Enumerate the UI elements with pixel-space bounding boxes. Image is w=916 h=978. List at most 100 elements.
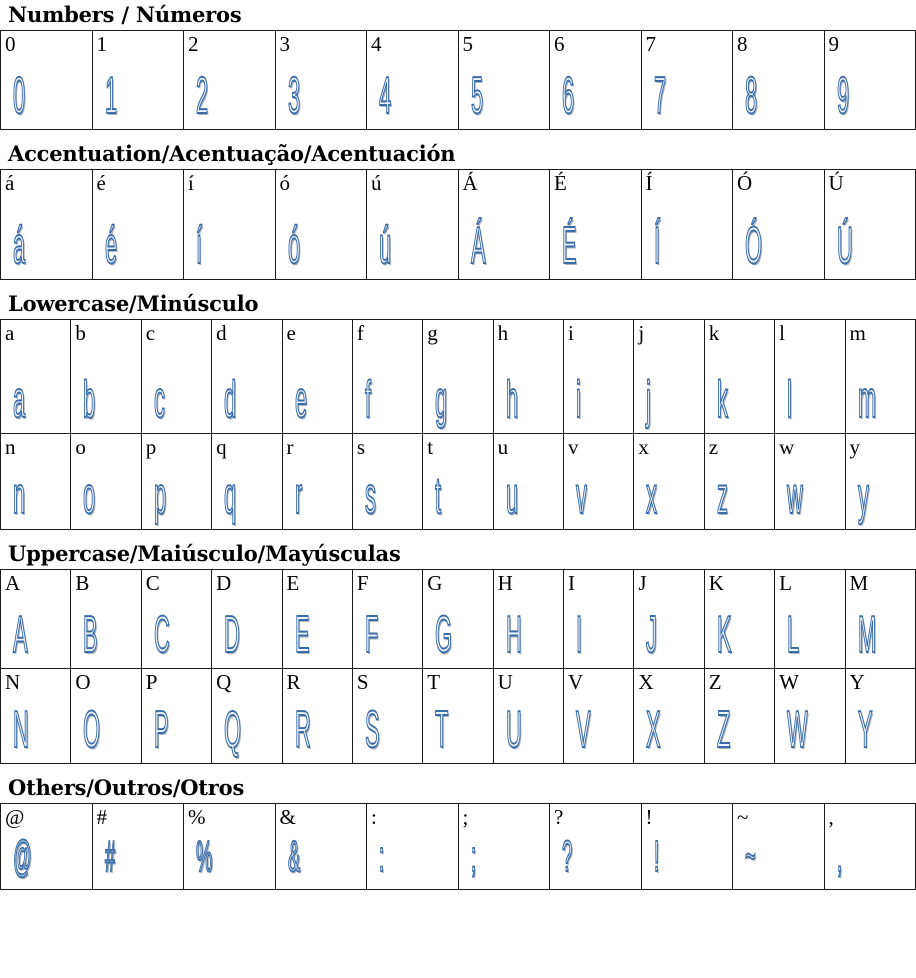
specimen-section-uppercase: Uppercase/Maiúsculo/Mayúsculas A A B B C C D D E E… bbox=[0, 542, 916, 764]
specimen-section-numbers: Numbers / Números 0 0 1 1 2 2 3 3 4 4 5 5 6 6 7 7 8 8 9 9 bbox=[0, 3, 916, 130]
glyph-specimen: o bbox=[83, 467, 96, 525]
glyph-label: s bbox=[356, 435, 366, 459]
glyph-specimen: ~ bbox=[745, 832, 757, 881]
section-title: Others/Outros/Otros bbox=[8, 775, 245, 800]
glyph-specimen: á bbox=[13, 217, 26, 275]
glyph-specimen: D bbox=[224, 606, 241, 664]
glyph-label: p bbox=[145, 435, 157, 459]
glyph-label: É bbox=[554, 171, 567, 195]
glyph-specimen: N bbox=[13, 701, 30, 759]
glyph-cell: ,, bbox=[823, 803, 916, 890]
glyph-specimen: % bbox=[196, 832, 213, 881]
glyph-specimen: v bbox=[576, 467, 588, 525]
glyph-label: 5 bbox=[462, 32, 474, 56]
glyph-label: u bbox=[497, 435, 509, 459]
glyph-label: 3 bbox=[279, 32, 291, 56]
glyph-specimen: # bbox=[104, 832, 115, 881]
glyph-label: 9 bbox=[828, 32, 840, 56]
glyph-label: : bbox=[371, 805, 377, 829]
font-specimen-sheet: Numbers / Números 0 0 1 1 2 2 3 3 4 4 5 5 6 6 7 7 8 8 9 9 Acc… bbox=[0, 3, 916, 890]
glyph-label: á bbox=[5, 171, 15, 195]
glyph-label: n bbox=[5, 435, 16, 459]
glyph-label: 8 bbox=[737, 32, 748, 56]
glyph-label: g bbox=[427, 321, 438, 345]
glyph-label: B bbox=[75, 571, 90, 595]
glyph-label: X bbox=[638, 670, 654, 694]
glyph-specimen: W bbox=[787, 701, 808, 759]
glyph-specimen: g bbox=[435, 371, 448, 429]
specimen-section-lowercase: Lowercase/Minúsculo a a b b c c d d e e f f g g h h i i j j k… bbox=[0, 292, 916, 530]
glyph-specimen: ! bbox=[653, 832, 659, 881]
glyph-specimen: A bbox=[13, 606, 28, 664]
glyph-specimen: X bbox=[646, 701, 661, 759]
glyph-specimen: P bbox=[153, 701, 169, 759]
glyph-specimen: U bbox=[505, 701, 522, 759]
glyph-label: w bbox=[779, 435, 795, 459]
glyph-label: L bbox=[779, 571, 792, 595]
glyph-label: 4 bbox=[371, 32, 382, 56]
glyph-specimen: 0 bbox=[13, 67, 26, 125]
glyph-specimen: j bbox=[646, 371, 652, 429]
specimen-section-others: Others/Outros/Otros @ @ # #%% & &::;;??!! ~ ~,, bbox=[0, 776, 916, 890]
glyph-label: 6 bbox=[554, 32, 565, 56]
glyph-specimen: L bbox=[787, 606, 800, 664]
glyph-specimen: R bbox=[294, 701, 311, 759]
section-title: Uppercase/Maiúsculo/Mayúsculas bbox=[8, 541, 401, 566]
glyph-specimen: O bbox=[83, 701, 101, 759]
glyph-specimen: Í bbox=[653, 217, 660, 275]
glyph-specimen: u bbox=[505, 467, 518, 525]
glyph-label: í bbox=[188, 171, 194, 195]
glyph-cell: ;; bbox=[457, 803, 550, 890]
glyph-label: # bbox=[96, 805, 108, 829]
glyph-specimen: 6 bbox=[562, 67, 575, 125]
glyph-label: S bbox=[356, 670, 369, 694]
glyph-label: j bbox=[638, 321, 645, 345]
glyph-label: v bbox=[568, 435, 579, 459]
glyph-specimen: ? bbox=[562, 832, 573, 881]
glyph-specimen: d bbox=[224, 371, 237, 429]
glyph-label: Y bbox=[849, 670, 865, 694]
glyph-label: i bbox=[568, 321, 574, 345]
glyph-specimen: h bbox=[505, 371, 518, 429]
glyph-label: M bbox=[849, 571, 869, 595]
specimen-section-accentuation: Accentuation/Acentuação/Acentuación á á é é í… bbox=[0, 142, 916, 280]
glyph-label: W bbox=[779, 670, 799, 694]
glyph-label: a bbox=[5, 321, 15, 345]
glyph-label: b bbox=[75, 321, 86, 345]
glyph-cell: !! bbox=[640, 803, 733, 890]
glyph-label: d bbox=[216, 321, 227, 345]
glyph-specimen: 5 bbox=[470, 67, 483, 125]
